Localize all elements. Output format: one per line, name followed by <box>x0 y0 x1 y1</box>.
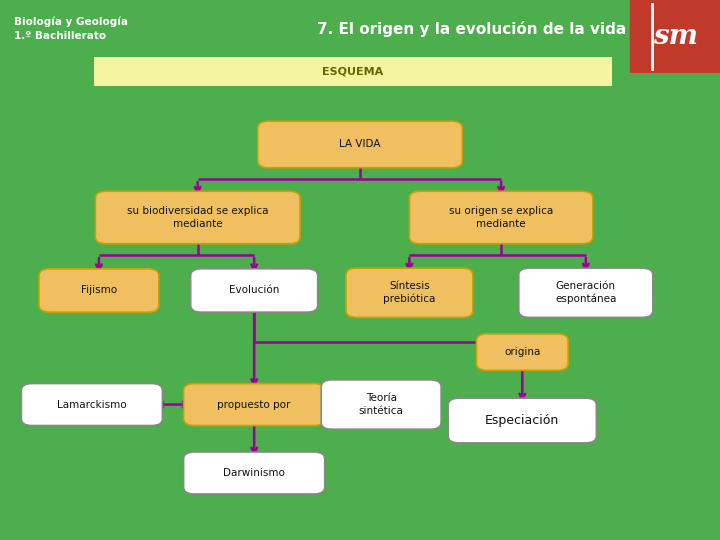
FancyBboxPatch shape <box>184 452 325 494</box>
FancyBboxPatch shape <box>477 334 568 370</box>
Text: Especiación: Especiación <box>485 414 559 427</box>
Text: Generación
espontánea: Generación espontánea <box>555 281 616 304</box>
Text: LA VIDA: LA VIDA <box>339 139 381 150</box>
Text: Fijismo: Fijismo <box>81 286 117 295</box>
Text: propuesto por: propuesto por <box>217 400 291 409</box>
FancyBboxPatch shape <box>321 380 441 429</box>
FancyBboxPatch shape <box>184 383 325 426</box>
FancyBboxPatch shape <box>39 269 159 312</box>
Text: Teoría
sintética: Teoría sintética <box>359 393 404 416</box>
Text: Darwinismo: Darwinismo <box>223 468 285 478</box>
FancyBboxPatch shape <box>518 268 653 318</box>
Text: Biología y Geología
1.º Bachillerato: Biología y Geología 1.º Bachillerato <box>14 17 128 42</box>
Bar <box>630 0 720 73</box>
Text: Evolución: Evolución <box>229 286 279 295</box>
FancyBboxPatch shape <box>448 398 596 443</box>
Text: Síntesis
prebiótica: Síntesis prebiótica <box>383 281 436 304</box>
Text: 7. El origen y la evolución de la vida: 7. El origen y la evolución de la vida <box>317 21 626 37</box>
FancyBboxPatch shape <box>22 383 163 426</box>
FancyBboxPatch shape <box>346 268 473 318</box>
Text: sm: sm <box>653 23 698 50</box>
Text: su origen se explica
mediante: su origen se explica mediante <box>449 206 553 228</box>
FancyBboxPatch shape <box>68 55 638 88</box>
FancyBboxPatch shape <box>410 191 593 244</box>
Text: Lamarckismo: Lamarckismo <box>57 400 127 409</box>
Text: ESQUEMA: ESQUEMA <box>322 66 384 77</box>
FancyBboxPatch shape <box>191 269 318 312</box>
FancyBboxPatch shape <box>258 121 462 168</box>
FancyBboxPatch shape <box>95 191 300 244</box>
Text: su biodiversidad se explica
mediante: su biodiversidad se explica mediante <box>127 206 269 228</box>
Text: origina: origina <box>504 347 541 357</box>
